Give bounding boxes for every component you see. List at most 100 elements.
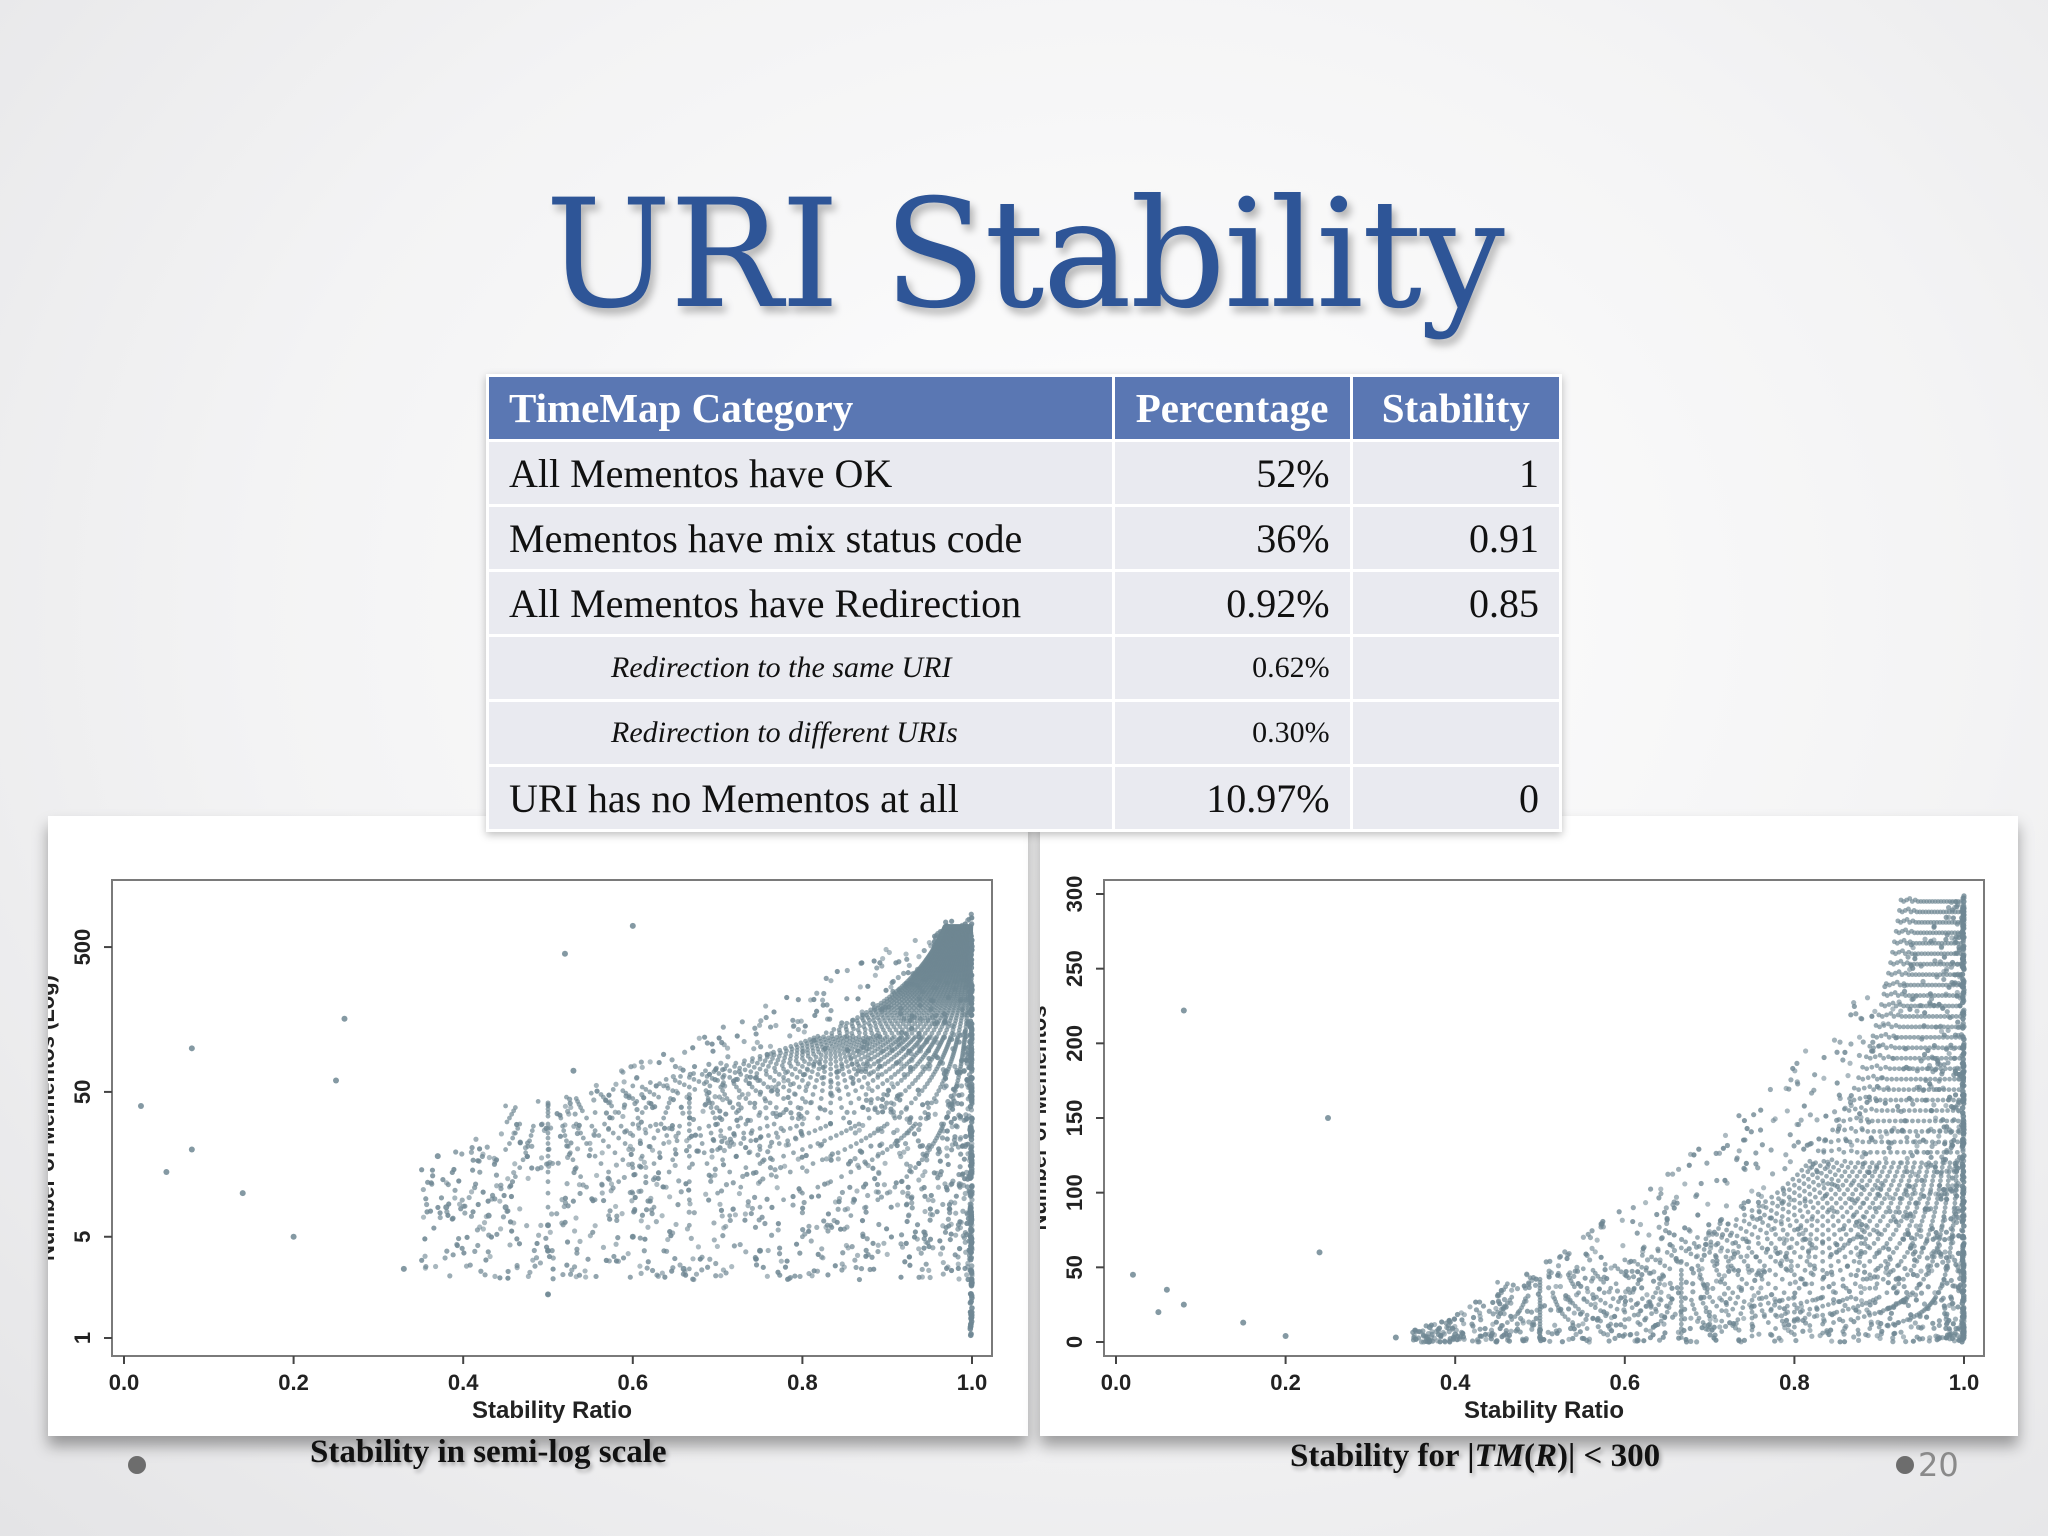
scatter-point [757,1179,763,1185]
scatter-point [942,1181,948,1187]
scatter-point [639,1110,645,1115]
scatter-point [763,1105,769,1111]
scatter-point [820,1002,826,1008]
scatter-point [776,1141,782,1146]
cell-category: Redirection to different URIs [486,699,1115,767]
scatter-point [925,1197,931,1203]
scatter-point [485,1212,492,1219]
scatter-point [431,1225,437,1231]
scatter-point [969,1263,975,1269]
scatter-point [781,1197,786,1203]
scatter-point [944,1153,950,1159]
scatter-point [584,1184,589,1190]
scatter-point [1637,1221,1644,1228]
scatter-point [955,1034,961,1040]
scatter-point [765,1149,771,1155]
scatter-point [715,1147,720,1152]
scatter-point [787,1060,792,1066]
scatter-point [525,1273,532,1279]
scatter-point [1812,1072,1818,1078]
scatter-point [789,1072,795,1077]
scatter-point [756,1022,763,1028]
scatter-point [1759,1142,1765,1148]
scatter-point [968,1074,974,1081]
scatter-point [718,1060,724,1066]
scatter-point [843,1242,850,1249]
scatter-point [905,1184,911,1190]
scatter-point [712,1094,718,1100]
scatter-point [906,1027,912,1033]
scatter-point [484,1144,490,1150]
scatter-point [837,1052,843,1058]
scatter-point [828,1078,834,1083]
scatter-point [588,1090,594,1096]
scatter-point [742,1217,748,1223]
scatter-point [934,1209,940,1215]
scatter-point [758,1018,764,1024]
scatter-point [1755,1199,1762,1205]
y-tick-label: 50 [1062,1255,1087,1279]
scatter-point [1577,1329,1583,1335]
scatter-point [686,1144,692,1149]
scatter-point [894,1202,901,1208]
scatter-point [788,1110,794,1116]
scatter-point [927,1034,932,1040]
scatter-point [560,1123,566,1129]
scatter-point [842,1054,848,1060]
scatter-point [660,1051,667,1057]
scatter-point [896,1030,901,1036]
scatter-point [737,1241,743,1248]
scatter-point [1616,1332,1622,1339]
scatter-point [828,1072,834,1077]
scatter-point [828,1061,834,1067]
scatter-point [838,1023,844,1029]
scatter-point [505,1176,511,1182]
scatter-point [787,1033,793,1039]
scatter-point [874,1181,881,1188]
scatter-point [954,1124,960,1130]
scatter-point [846,1069,852,1075]
scatter-point [892,1072,898,1077]
scatter-point [637,1235,643,1241]
scatter-point [517,1121,523,1127]
scatter-point [800,1147,805,1152]
scatter-point [720,1162,727,1168]
scatter-point [570,1157,576,1163]
scatter-point [828,978,834,984]
scatter-point [967,1323,974,1330]
scatter-point [493,1172,500,1178]
scatter-point [641,1159,647,1165]
scatter-point [606,1125,611,1131]
scatter-point [774,1185,780,1191]
scatter-point [886,949,892,956]
scatter-point [864,1236,870,1242]
scatter-point [945,1216,951,1222]
scatter-point [703,1068,708,1074]
scatter-point [794,1074,800,1080]
scatter-point [1887,1315,1893,1322]
scatter-point [545,1110,551,1115]
scatter-point [741,1038,747,1045]
scatter-point [1661,1282,1668,1288]
scatter-point [464,1234,470,1240]
scatter-point [524,1223,530,1229]
scatter-point [856,1165,862,1171]
scatter-point [847,1158,854,1164]
x-tick-label: 0.4 [448,1370,479,1395]
scatter-point [757,1078,763,1083]
scatter-point [637,1138,643,1144]
scatter-point [1950,915,1957,921]
scatter-point [875,1096,881,1101]
scatter-point [953,1232,959,1238]
scatter-point [927,1206,933,1212]
scatter-point [737,1065,743,1071]
scatter-point [785,1078,791,1083]
table-row: Redirection to the same URI 0.62% [486,634,1563,702]
scatter-point [865,1192,871,1199]
scatter-point [901,1149,907,1155]
scatter-point [786,1088,792,1094]
scatter-point [485,1249,491,1255]
scatter-point [967,1018,974,1024]
scatter-point [845,1092,851,1097]
scatter-point [875,1074,881,1080]
